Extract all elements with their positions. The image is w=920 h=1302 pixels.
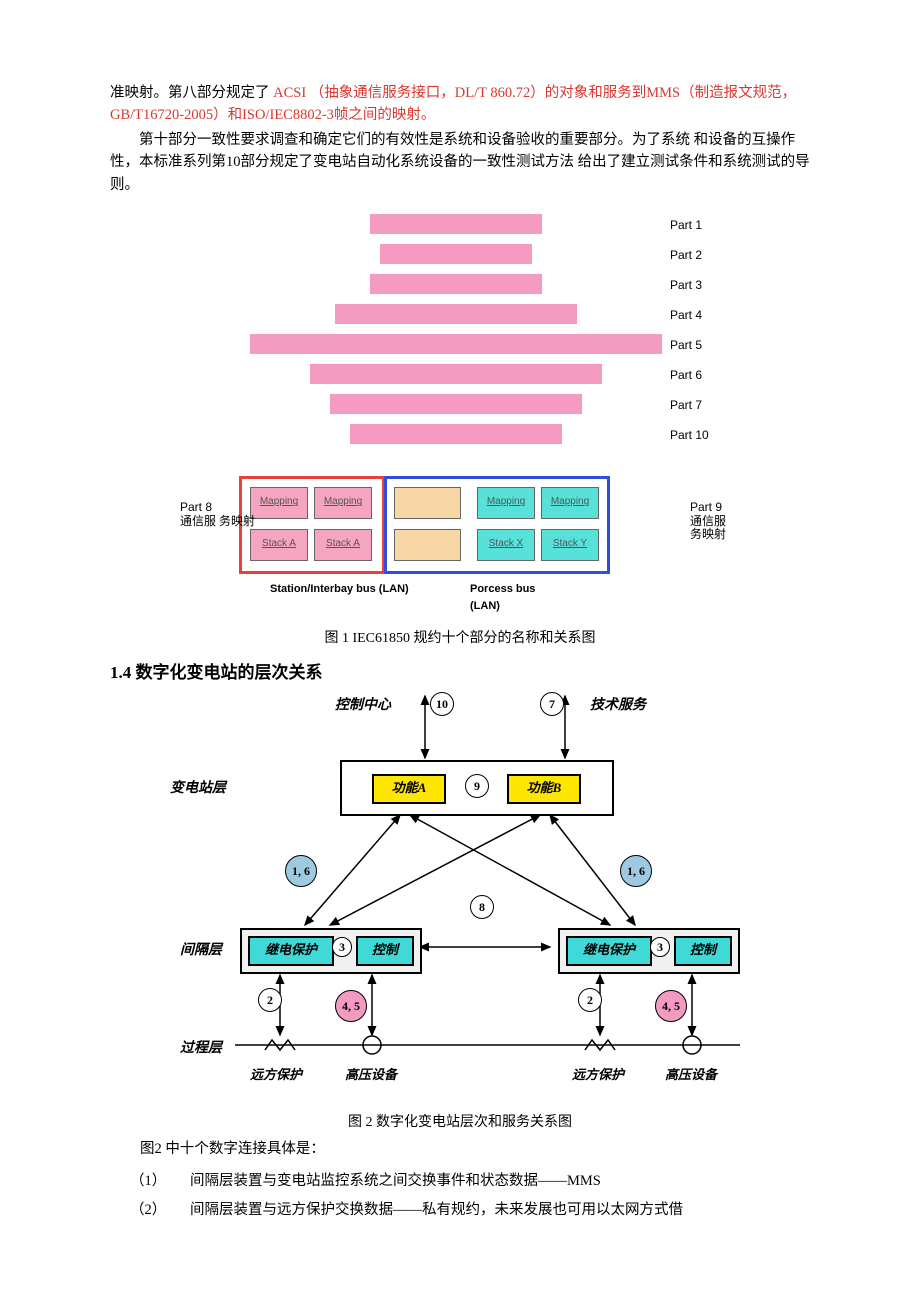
lbl-hv-l: 高压设备 (345, 1065, 397, 1085)
fig1-bar (350, 424, 562, 444)
fig1-bottom: Mapping Mapping Stack A Stack A Mapping … (239, 476, 681, 568)
part9-sub: 通信服 务映射 (690, 514, 726, 541)
list-num-1: （1） (130, 1167, 190, 1196)
part8-group: Mapping Mapping Stack A Stack A (239, 476, 385, 574)
cell-stacka: Stack A (250, 529, 308, 561)
fig2-caption: 图 2 数字化变电站层次和服务关系图 (110, 1112, 810, 1134)
cell-map: Mapping (541, 487, 599, 519)
cell-stackx: Stack X (477, 529, 535, 561)
funcA: 功能A (372, 774, 446, 804)
fig1-bar-label: Part 3 (670, 276, 702, 295)
para-2: 第十部分一致性要求调查和确定它们的有效性是系统和设备验收的重要部分。为了系统 和… (110, 129, 810, 196)
list-num-2: （2） (130, 1196, 190, 1225)
figure-2: 控制中心 技术服务 10 7 变电站层 功能A 功能B 9 1, 6 1, 6 … (140, 690, 780, 1110)
lbl-proc: 过程层 (180, 1038, 222, 1060)
fig1-bar (370, 214, 542, 234)
fig1-bar-label: Part 5 (670, 336, 702, 355)
fig1-bar-label: Part 4 (670, 306, 702, 325)
fig1-bar (330, 394, 582, 414)
fig1-bar-label: Part 7 (670, 396, 702, 415)
part9-title: Part 9 (690, 500, 722, 514)
fig1-bar-label: Part 10 (670, 426, 709, 445)
list: （1） 间隔层装置与变电站监控系统之间交换事件和状态数据——MMS （2） 间隔… (130, 1167, 810, 1225)
bay-right: 继电保护 控制 (558, 928, 740, 974)
bus-left: Station/Interbay bus (LAN) (270, 581, 409, 598)
part9-group: Mapping Mapping Stack X Stack Y (384, 476, 610, 574)
funcB: 功能B (507, 774, 581, 804)
p1a: 准映射。第八部分规定了 (110, 85, 273, 101)
lbl-ctrl: 控制中心 (335, 695, 391, 717)
lbl-station: 变电站层 (170, 778, 226, 800)
fig1-bar (250, 334, 662, 354)
fig2-arrows (140, 690, 780, 1110)
bay-control: 控制 (356, 936, 414, 966)
fig1-bar (310, 364, 602, 384)
fig1-caption: 图 1 IEC61850 规约十个部分的名称和关系图 (110, 628, 810, 650)
fig1-bar-label: Part 6 (670, 366, 702, 385)
cell-map: Mapping (477, 487, 535, 519)
bay-relay: 继电保护 (248, 936, 334, 966)
bay-control: 控制 (674, 936, 732, 966)
para-1: 准映射。第八部分规定了 ACSI （抽象通信服务接口，DL/T 860.72）的… (110, 82, 810, 127)
bay-relay: 继电保护 (566, 936, 652, 966)
bus-right: Porcess bus (LAN) (470, 581, 560, 615)
list-text-1: 间隔层装置与变电站监控系统之间交换事件和状态数据——MMS (190, 1167, 601, 1196)
list-intro: 图2 中十个数字连接具体是： (140, 1138, 810, 1160)
cell-stacky: Stack Y (541, 529, 599, 561)
fig1-bar-label: Part 1 (670, 216, 702, 235)
fig1-bar-label: Part 2 (670, 246, 702, 265)
lbl-tech: 技术服务 (590, 695, 646, 717)
part8-title: Part 8 (180, 500, 212, 514)
lbl-remote-r: 远方保护 (572, 1065, 624, 1085)
fig1-bar (370, 274, 542, 294)
lbl-remote-l: 远方保护 (250, 1065, 302, 1085)
list-item-1: （1） 间隔层装置与变电站监控系统之间交换事件和状态数据——MMS (130, 1167, 810, 1196)
bay-left: 继电保护 控制 (240, 928, 422, 974)
heading-1-4: 1.4 数字化变电站的层次关系 (110, 660, 810, 686)
part9-label: Part 9 通信服 务映射 (690, 501, 740, 541)
list-item-2: （2） 间隔层装置与远方保护交换数据——私有规约，未来发展也可用以太网方式借 (130, 1196, 810, 1225)
cell-map: Mapping (250, 487, 308, 519)
lbl-hv-r: 高压设备 (665, 1065, 717, 1085)
fig1-bar (335, 304, 577, 324)
part8-label: Part 8 通信服 务映射 (180, 501, 255, 527)
cell-stacka: Stack A (314, 529, 372, 561)
part8-sub: 通信服 务映射 (180, 514, 255, 528)
cell-map: Mapping (314, 487, 372, 519)
list-text-2: 间隔层装置与远方保护交换数据——私有规约，未来发展也可用以太网方式借 (190, 1196, 683, 1225)
figure-1: Part 1 Part 2 Part 3 Part 4 Part 5 Part 6 Part… (180, 206, 740, 626)
fig1-bar (380, 244, 532, 264)
lbl-bay: 间隔层 (180, 940, 222, 962)
